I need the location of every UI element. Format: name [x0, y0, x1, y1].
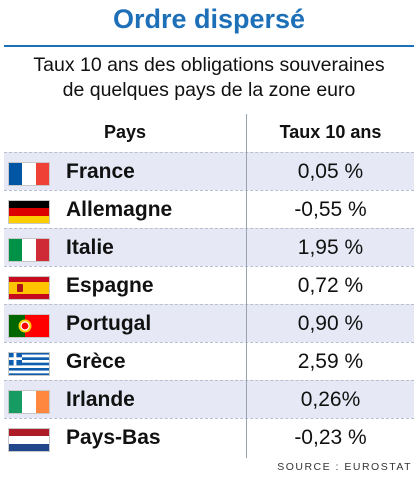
- table-row: Pays-Bas -0,23 %: [4, 418, 414, 456]
- country-name: Pays-Bas: [66, 426, 161, 449]
- table-header: Pays Taux 10 ans: [4, 114, 414, 150]
- table-row: Allemagne -0,55 %: [4, 190, 414, 228]
- country-name: Allemagne: [66, 198, 173, 221]
- row-divider: [4, 190, 414, 192]
- flag-germany-icon: [8, 200, 50, 224]
- table-row: France 0,05 %: [4, 152, 414, 190]
- source-note: SOURCE : EUROSTAT: [277, 461, 412, 473]
- flag-portugal-icon: [8, 314, 50, 338]
- flag-ireland-icon: [8, 390, 50, 414]
- title-divider: [4, 45, 414, 47]
- rate-value: 0,26%: [300, 388, 361, 411]
- flag-france-icon: [8, 162, 50, 186]
- country-name: Portugal: [66, 312, 152, 335]
- column-header-taux: Taux 10 ans: [279, 122, 382, 142]
- chart-title: Ordre dispersé: [112, 4, 306, 34]
- row-divider: [4, 418, 414, 420]
- country-name: France: [66, 160, 135, 183]
- row-divider: [4, 304, 414, 306]
- rate-value: 0,90 %: [297, 312, 364, 335]
- table-row: Italie 1,95 %: [4, 228, 414, 266]
- subtitle-line-2: de quelques pays de la zone euro: [62, 79, 356, 101]
- rate-value: 1,95 %: [297, 236, 364, 259]
- flag-greece-icon: [8, 352, 50, 376]
- country-name: Irlande: [66, 388, 135, 411]
- table-row: Portugal 0,90 %: [4, 304, 414, 342]
- column-divider: [246, 114, 247, 458]
- table-row: Espagne 0,72 %: [4, 266, 414, 304]
- chart-subtitle: Taux 10 ans des obligations souveraines …: [0, 53, 418, 103]
- rate-value: 0,72 %: [297, 274, 364, 297]
- row-divider: [4, 380, 414, 382]
- row-divider: [4, 342, 414, 344]
- rate-value: -0,55 %: [294, 198, 367, 221]
- column-header-pays: Pays: [103, 122, 147, 142]
- subtitle-line-1: Taux 10 ans des obligations souveraines: [33, 54, 385, 76]
- table-row: Irlande 0,26%: [4, 380, 414, 418]
- rate-value: 2,59 %: [297, 350, 364, 373]
- flag-italy-icon: [8, 238, 50, 262]
- rate-value: 0,05 %: [297, 160, 364, 183]
- row-divider: [4, 152, 414, 154]
- country-name: Italie: [66, 236, 114, 259]
- row-divider: [4, 266, 414, 268]
- table-row: Grèce 2,59 %: [4, 342, 414, 380]
- flag-spain-icon: [8, 276, 50, 300]
- rate-value: -0,23 %: [294, 426, 367, 449]
- row-divider: [4, 228, 414, 230]
- country-name: Espagne: [66, 274, 154, 297]
- country-name: Grèce: [66, 350, 126, 373]
- flag-netherlands-icon: [8, 428, 50, 452]
- rates-table: Pays Taux 10 ans France 0,05 % Allemagne -0…: [4, 114, 414, 458]
